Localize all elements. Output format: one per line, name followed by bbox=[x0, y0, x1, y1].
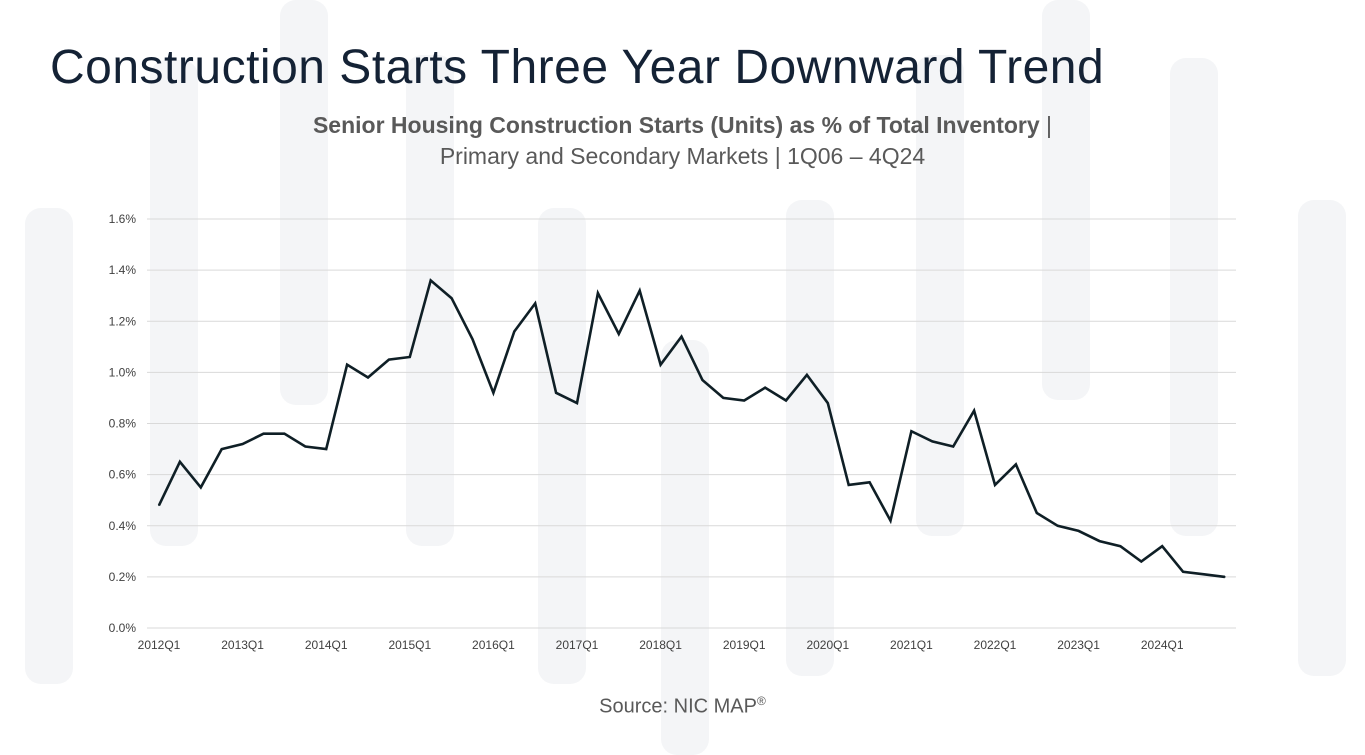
y-tick-label: 0.0% bbox=[109, 621, 137, 635]
source-text: Source: NIC MAP bbox=[599, 695, 757, 718]
x-tick-label: 2022Q1 bbox=[974, 638, 1017, 652]
x-tick-label: 2013Q1 bbox=[221, 638, 264, 652]
data-point bbox=[262, 432, 265, 435]
data-point bbox=[847, 484, 850, 486]
subtitle-separator: | bbox=[1039, 112, 1053, 138]
subtitle-bold: Senior Housing Construction Starts (Unit… bbox=[312, 112, 1040, 138]
y-tick-label: 0.4% bbox=[109, 519, 137, 533]
data-point bbox=[910, 430, 913, 432]
source-note: Source: NIC MAP® bbox=[0, 694, 1365, 719]
data-point bbox=[1140, 560, 1143, 563]
y-tick-label: 1.0% bbox=[109, 365, 137, 379]
y-tick-label: 1.6% bbox=[109, 212, 137, 226]
data-point bbox=[220, 448, 223, 450]
data-point bbox=[597, 292, 599, 294]
data-point bbox=[743, 399, 745, 402]
background-decor-bar bbox=[661, 340, 709, 755]
registered-mark: ® bbox=[756, 694, 766, 708]
data-point bbox=[659, 363, 662, 366]
data-point bbox=[827, 402, 829, 404]
data-point bbox=[680, 335, 683, 338]
background-decor-bar bbox=[25, 208, 73, 684]
x-tick-label: 2017Q1 bbox=[556, 638, 599, 652]
data-point bbox=[325, 448, 328, 450]
background-decor-bar bbox=[538, 208, 586, 684]
background-decor-bar bbox=[406, 55, 454, 546]
subtitle-line-2: Primary and Secondary Markets | 1Q06 – 4… bbox=[439, 143, 926, 169]
y-tick-label: 1.2% bbox=[109, 314, 137, 328]
y-tick-label: 0.2% bbox=[109, 570, 137, 584]
data-point bbox=[764, 386, 766, 389]
chart-subtitle: Senior Housing Construction Starts (Unit… bbox=[0, 110, 1365, 172]
x-tick-label: 2023Q1 bbox=[1057, 638, 1100, 652]
x-tick-label: 2024Q1 bbox=[1141, 638, 1184, 652]
data-point bbox=[931, 440, 934, 443]
series-line bbox=[157, 278, 1226, 579]
background-decor-bar bbox=[786, 200, 834, 676]
x-tick-label: 2015Q1 bbox=[388, 638, 431, 652]
data-point bbox=[346, 363, 348, 366]
data-point bbox=[367, 376, 369, 379]
background-decor-bar bbox=[1298, 200, 1346, 676]
y-tick-label: 0.6% bbox=[109, 468, 137, 482]
data-point bbox=[1224, 576, 1226, 578]
data-point bbox=[889, 519, 892, 522]
data-point bbox=[701, 379, 704, 381]
data-point bbox=[576, 402, 578, 404]
data-point bbox=[785, 399, 787, 402]
y-tick-label: 1.4% bbox=[109, 263, 137, 277]
y-tick-label: 0.8% bbox=[109, 417, 137, 431]
data-point bbox=[513, 330, 516, 333]
data-point bbox=[1098, 540, 1101, 542]
data-point bbox=[1056, 524, 1059, 527]
x-tick-label: 2021Q1 bbox=[890, 638, 933, 652]
background-decor-bar bbox=[916, 55, 964, 536]
data-point bbox=[429, 279, 432, 282]
x-tick-label: 2020Q1 bbox=[806, 638, 849, 652]
data-point bbox=[1161, 545, 1163, 547]
data-point bbox=[492, 392, 495, 394]
data-point bbox=[994, 484, 996, 486]
data-point bbox=[158, 504, 160, 507]
data-point bbox=[1119, 545, 1122, 547]
x-tick-label: 2019Q1 bbox=[723, 638, 766, 652]
x-tick-label: 2012Q1 bbox=[138, 638, 181, 652]
background-decor-bar bbox=[280, 0, 328, 405]
data-point bbox=[806, 374, 808, 376]
x-tick-label: 2018Q1 bbox=[639, 638, 682, 652]
data-point bbox=[1077, 530, 1080, 532]
x-tick-label: 2016Q1 bbox=[472, 638, 515, 652]
data-point bbox=[179, 461, 181, 463]
data-point bbox=[388, 358, 390, 361]
background-decor-bar bbox=[1042, 0, 1090, 400]
data-point bbox=[1203, 573, 1205, 576]
data-point bbox=[973, 409, 975, 412]
data-point bbox=[471, 338, 474, 340]
data-point bbox=[722, 397, 725, 399]
data-point bbox=[304, 445, 307, 448]
data-point bbox=[241, 443, 244, 445]
data-point bbox=[450, 297, 453, 300]
data-point bbox=[534, 302, 536, 305]
x-tick-label: 2014Q1 bbox=[305, 638, 348, 652]
data-point bbox=[409, 356, 411, 358]
background-decor-bar bbox=[1170, 58, 1218, 536]
data-point bbox=[868, 481, 871, 484]
subtitle-line-1: Senior Housing Construction Starts (Unit… bbox=[0, 110, 1365, 141]
data-point bbox=[952, 445, 954, 448]
data-point bbox=[638, 289, 641, 292]
data-point bbox=[283, 432, 286, 435]
data-point bbox=[1182, 570, 1184, 573]
page-title: Construction Starts Three Year Downward … bbox=[50, 41, 1105, 94]
background-decor-bar bbox=[150, 60, 198, 546]
data-point bbox=[1015, 463, 1017, 466]
data-point bbox=[1036, 512, 1038, 514]
data-point bbox=[618, 333, 620, 335]
data-point bbox=[200, 486, 202, 489]
data-point bbox=[555, 392, 557, 394]
